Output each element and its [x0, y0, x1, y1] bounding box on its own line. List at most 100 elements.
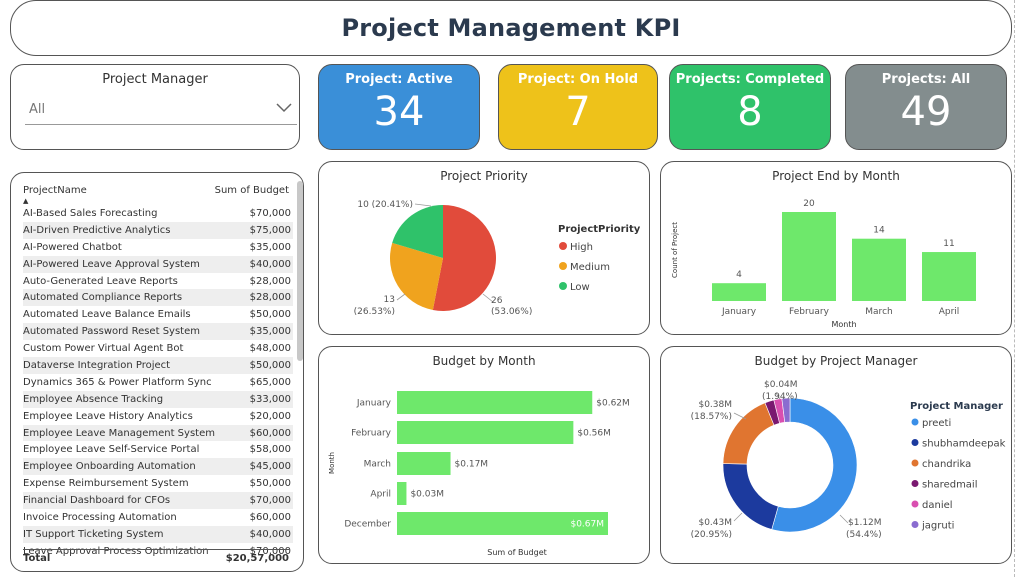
project-name-cell: Dynamics 365 & Power Platform Sync [23, 376, 212, 388]
project-name-cell: Financial Dashboard for CFOs [23, 495, 171, 507]
bar-march [397, 452, 451, 475]
legend-item-low: Low [570, 282, 590, 293]
table-row[interactable]: Employee Leave Management System $60,000 [23, 424, 293, 442]
legend-marker-low [559, 282, 567, 290]
page-title: Project Management KPI [341, 14, 681, 42]
column-header-project-name[interactable]: ProjectName [23, 185, 87, 196]
pie-slice-medium [390, 242, 443, 311]
table-body: AI-Based Sales Forecasting $70,000 AI-Driv… [23, 205, 293, 560]
bar-april [397, 482, 407, 505]
kpi-card-completed: Projects: Completed 8 [669, 64, 831, 150]
table-row[interactable]: Financial Dashboard for CFOs $70,000 [23, 492, 293, 510]
y-tick-label: March [364, 460, 391, 470]
legend-item-shubhamdeepak: shubhamdeepak [922, 439, 1006, 450]
legend-title: ProjectPriority [558, 224, 641, 235]
data-label: $0.62M [596, 399, 630, 409]
kpi-card-on-hold: Project: On Hold 7 [498, 64, 658, 150]
donut-slice-jagruti [781, 397, 791, 423]
y-axis-label: Month [328, 452, 336, 474]
data-label: 14 [873, 226, 885, 236]
legend-item-preeti: preeti [922, 418, 951, 429]
project-name-cell: Automated Compliance Reports [23, 292, 183, 304]
bar-february [397, 421, 574, 444]
budget-cell: $70,000 [249, 545, 291, 557]
project-name-cell: Employee Absence Tracking [23, 393, 164, 405]
project-name-cell: Invoice Processing Automation [23, 511, 177, 523]
budget-cell: $35,000 [249, 241, 291, 253]
table-row[interactable]: Employee Leave History Analytics $20,000 [23, 408, 293, 425]
data-label: $0.67M [570, 520, 604, 530]
legend-marker-high [559, 242, 567, 250]
kpi-label: Project: Active [345, 72, 453, 87]
table-row[interactable]: Invoice Processing Automation $60,000 [23, 509, 293, 526]
budget-cell: $60,000 [249, 511, 291, 523]
budget-cell: $75,000 [249, 224, 291, 236]
slice-label-preeti: $1.12M [848, 518, 882, 528]
legend-title: Project Manager [910, 401, 1003, 412]
y-tick-label: January [356, 399, 392, 409]
project-name-cell: IT Support Ticketing System [23, 528, 164, 540]
table-row[interactable]: AI-Based Sales Forecasting $70,000 [23, 205, 293, 222]
pie-slice-high [432, 205, 496, 311]
project-name-cell: Employee Onboarding Automation [23, 461, 196, 473]
column-header-sum-of-budget[interactable]: Sum of Budget [214, 185, 289, 196]
slice-pct-daniel: (1.94%) [762, 392, 798, 402]
bar-january [397, 391, 593, 414]
slicer-label: Project Manager [102, 72, 208, 87]
table-row[interactable]: Employee Leave Self-Service Portal $58,00… [23, 441, 293, 458]
table-row[interactable]: Automated Leave Balance Emails $50,000 [23, 306, 293, 323]
budget-by-manager-svg: Budget by Project Manager $1.12M (54.4%) $0… [691, 354, 1006, 540]
project-name-cell: Leave Approval Process Optimization [23, 545, 209, 557]
title-bar: Project Management KPI [10, 0, 1012, 56]
budget-cell: $70,000 [249, 495, 291, 507]
slice-pct-shubhamdeepak: (20.95%) [691, 530, 732, 540]
table-row[interactable]: Dataverse Integration Project $50,000 [23, 357, 293, 374]
project-name-cell: Employee Leave Self-Service Portal [23, 444, 200, 456]
leader-line [839, 514, 849, 524]
table-row[interactable]: AI-Driven Predictive Analytics $75,000 [23, 221, 293, 239]
table-row[interactable]: Custom Power Virtual Agent Bot $48,000 [23, 340, 293, 357]
donut-slice-preeti [771, 397, 858, 533]
slice-pct-chandrika: (18.57%) [691, 412, 732, 422]
project-priority-svg: Project Priority 26(53.06%) 13 (26.53%) 10 (… [354, 169, 641, 317]
data-label: $0.56M [577, 429, 611, 439]
table-row[interactable]: AI-Powered Chatbot $35,000 [23, 239, 293, 256]
table-row[interactable]: Automated Compliance Reports $28,000 [23, 289, 293, 307]
sort-ascending-icon: ▲ [23, 197, 29, 205]
data-label: $0.03M [410, 490, 444, 500]
table-scrollbar[interactable] [297, 181, 303, 361]
total-value: $20,57,000 [225, 553, 289, 564]
table-row[interactable]: IT Support Ticketing System $40,000 [23, 525, 293, 543]
budget-cell: $33,000 [249, 393, 291, 405]
table-row[interactable]: Automated Password Reset System $35,000 [23, 323, 293, 341]
table-row[interactable]: Dynamics 365 & Power Platform Sync $65,00… [23, 374, 293, 391]
project-name-cell: AI-Based Sales Forecasting [23, 207, 158, 219]
project-name-cell: AI-Powered Leave Approval System [23, 258, 200, 270]
table-row[interactable]: Employee Absence Tracking $33,000 [23, 390, 293, 408]
legend-item-jagruti: jagruti [921, 521, 954, 532]
table-row[interactable]: Leave Approval Process Optimization $70,0… [23, 543, 293, 560]
y-tick-label: April [370, 490, 391, 500]
budget-cell: $50,000 [249, 359, 291, 371]
x-tick-label: February [789, 307, 830, 317]
total-label: Total [23, 553, 51, 564]
pie-slice-low [392, 205, 443, 258]
slice-label-low: 10 (20.41%) [357, 200, 413, 210]
kpi-card-all: Projects: All 49 [845, 64, 1007, 150]
project-name-cell: Auto-Generated Leave Reports [23, 275, 178, 287]
table-row[interactable]: AI-Powered Leave Approval System $40,000 [23, 255, 293, 273]
budget-cell: $50,000 [249, 309, 291, 321]
table-header: ProjectName ▲ Sum of Budget [23, 183, 289, 205]
bar-january [712, 283, 766, 301]
table-row[interactable]: Employee Onboarding Automation $45,000 [23, 458, 293, 476]
leader-line [733, 512, 743, 522]
x-tick-label: January [721, 307, 757, 317]
legend-item-chandrika: chandrika [922, 459, 971, 470]
table-total-row: Total $20,57,000 [23, 549, 289, 567]
project-name-cell: AI-Driven Predictive Analytics [23, 224, 171, 236]
project-manager-dropdown[interactable]: All [25, 95, 297, 125]
chart-title: Budget by Project Manager [755, 354, 918, 368]
table-row[interactable]: Auto-Generated Leave Reports $28,000 [23, 273, 293, 290]
legend-item-daniel: daniel [922, 500, 953, 511]
table-row[interactable]: Expense Reimbursement System $50,000 [23, 475, 293, 492]
